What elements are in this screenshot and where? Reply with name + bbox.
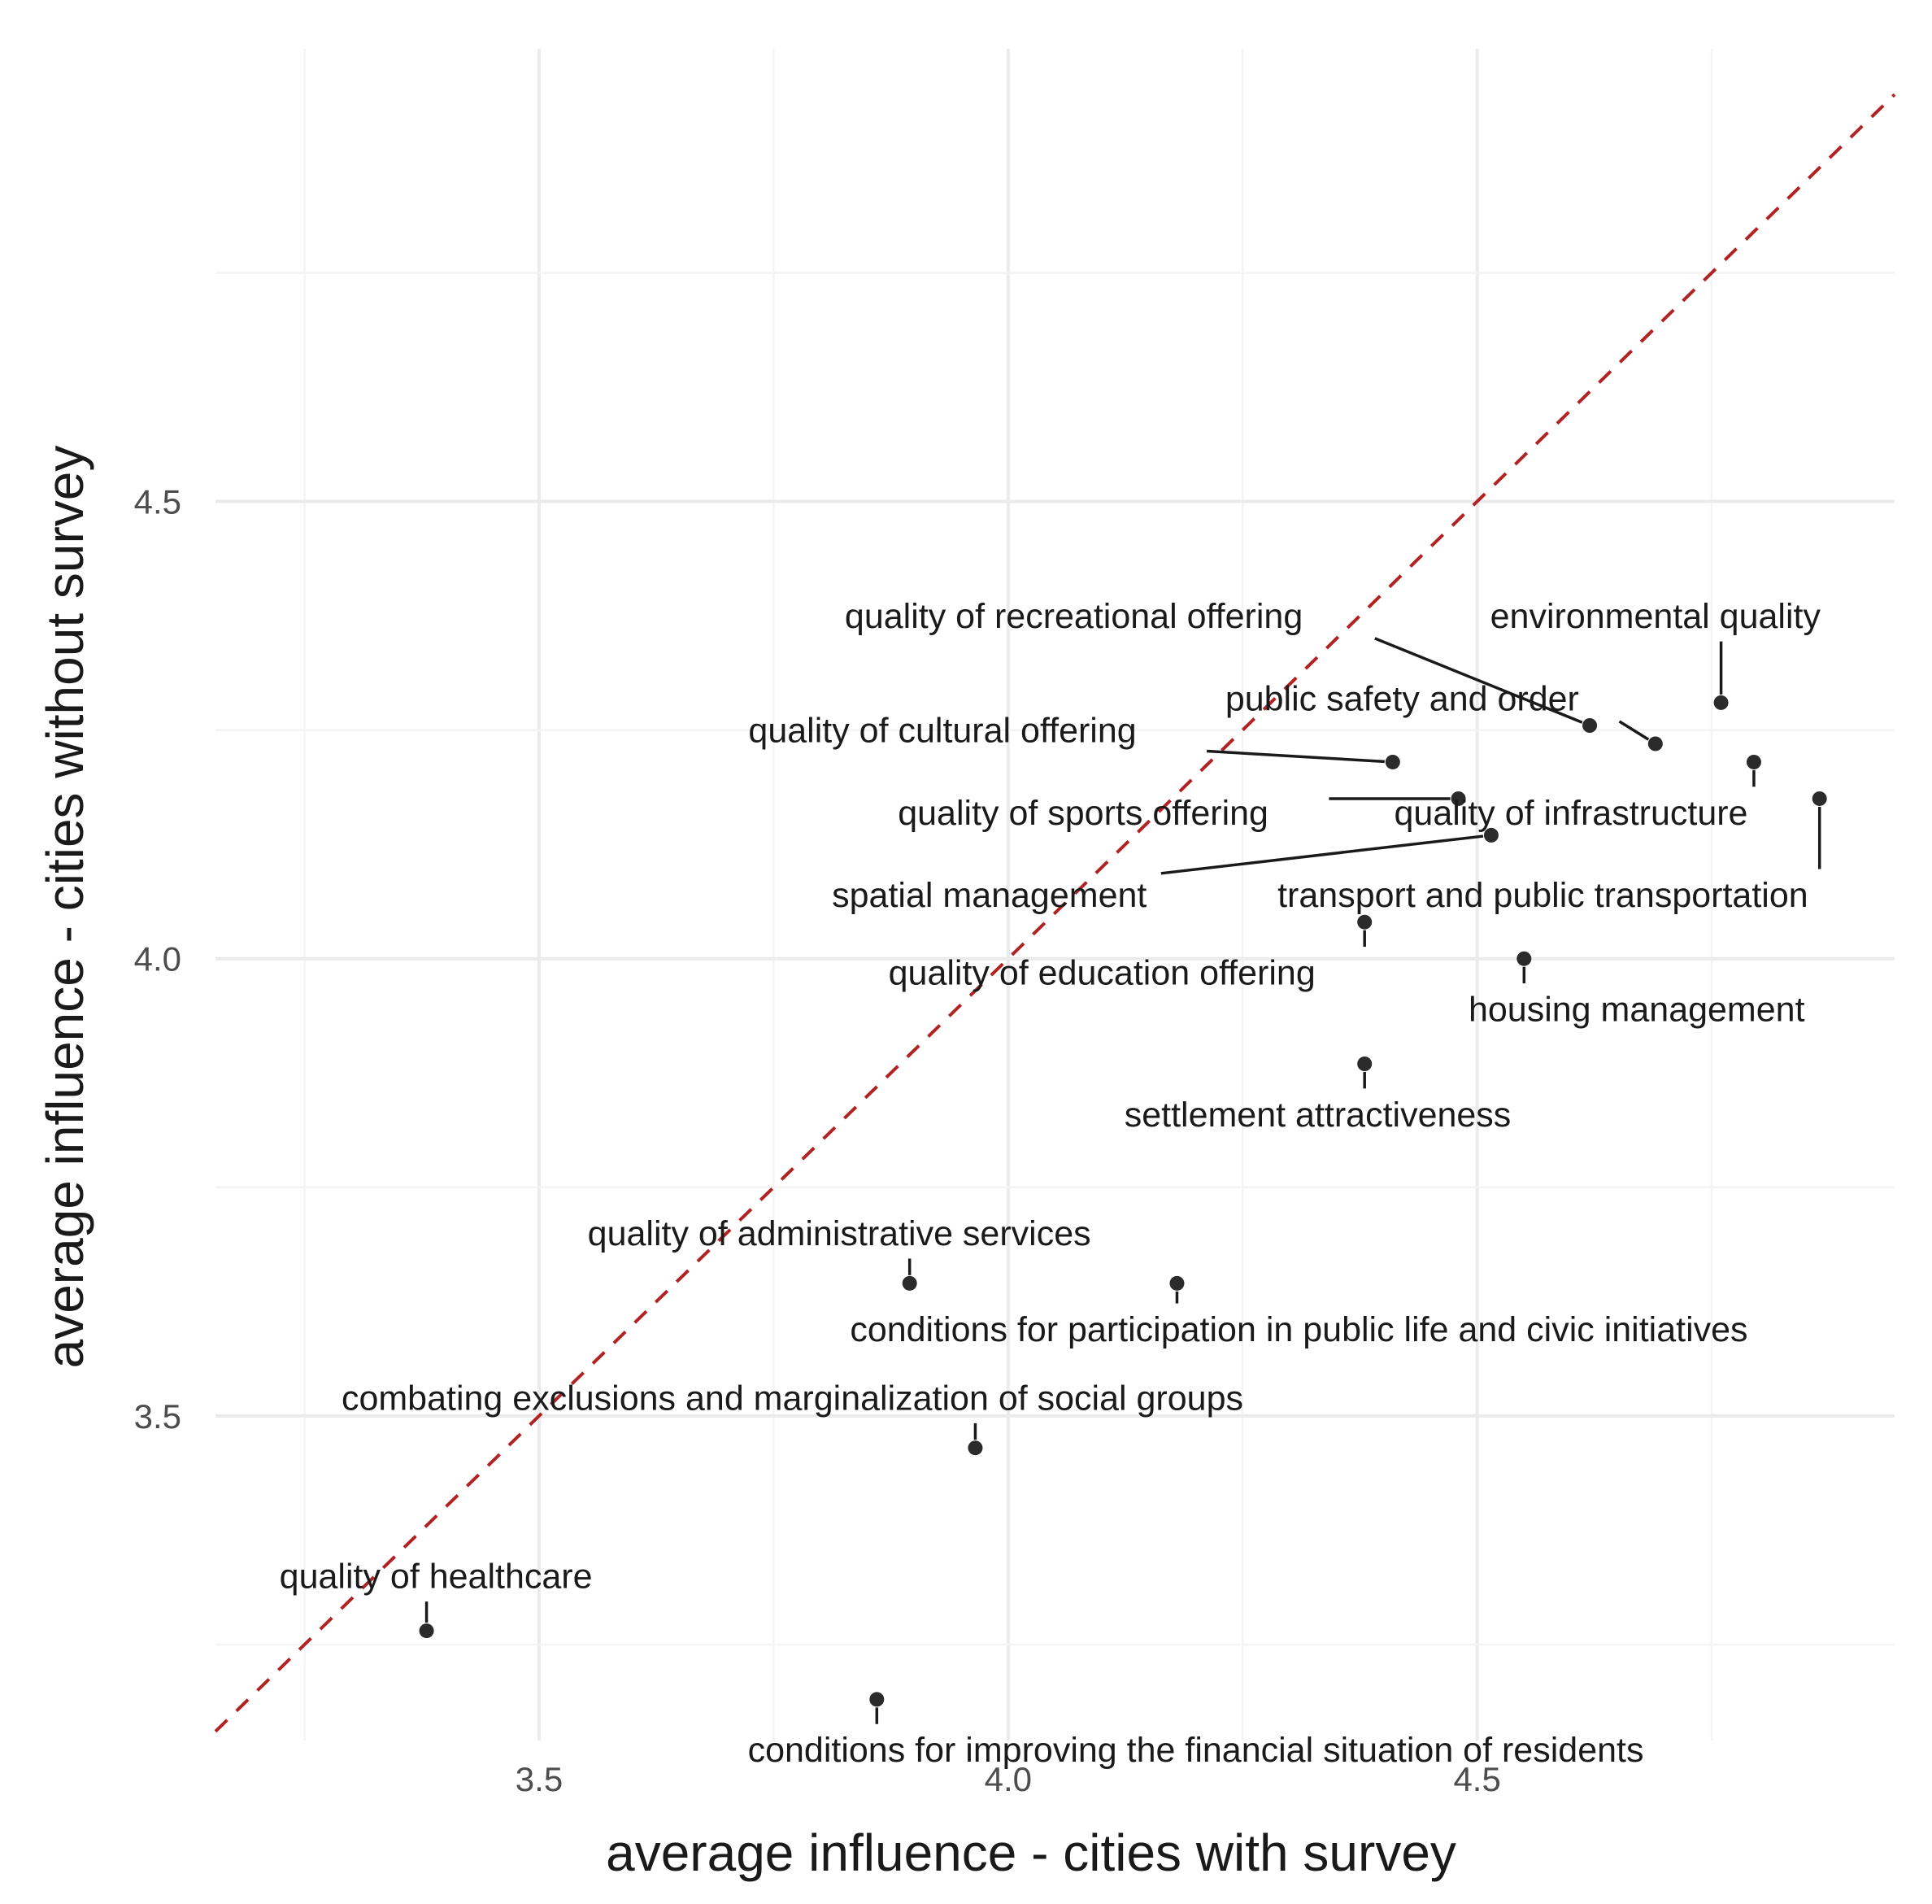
y-tick-label: 4.5 — [134, 483, 181, 521]
x-axis-title: average influence - cities with survey — [606, 1823, 1456, 1882]
data-point — [1451, 791, 1466, 806]
data-point — [1483, 827, 1499, 843]
point-label: quality of sports offering — [898, 794, 1268, 833]
point-label: transport and public transportation — [1277, 876, 1808, 915]
point-label: combating exclusions and marginalization… — [342, 1379, 1243, 1418]
data-point — [1169, 1275, 1185, 1291]
leader-line — [1160, 834, 1484, 875]
data-points — [419, 695, 1827, 1707]
point-label: quality of infrastructure — [1395, 794, 1748, 833]
data-point — [1357, 1057, 1373, 1071]
point-label: public safety and order — [1225, 679, 1579, 718]
point-label: housing management — [1469, 991, 1805, 1030]
point-label: quality of healthcare — [280, 1558, 593, 1597]
data-point — [1516, 951, 1532, 966]
x-tick-label: 4.5 — [1453, 1760, 1500, 1798]
point-label: conditions for improving the financial s… — [748, 1731, 1644, 1770]
leader-line — [1207, 749, 1385, 764]
data-point — [902, 1275, 917, 1291]
data-point — [419, 1623, 434, 1639]
point-label: quality of recreational offering — [845, 597, 1303, 636]
data-point — [1385, 754, 1400, 769]
point-label: quality of cultural offering — [748, 712, 1136, 751]
data-point — [1582, 718, 1598, 733]
data-point — [1647, 736, 1663, 752]
point-label: quality of administrative services — [588, 1214, 1091, 1253]
y-axis-title: average influence - cities without surve… — [36, 446, 94, 1369]
point-label: conditions for participation in public l… — [850, 1310, 1747, 1349]
leader-lines — [424, 637, 1821, 1724]
data-point — [1746, 754, 1761, 769]
x-axis-ticks: 3.5 4.0 4.5 — [516, 1760, 1501, 1798]
point-label: environmental quality — [1490, 597, 1821, 636]
point-label: settlement attractiveness — [1125, 1096, 1512, 1135]
point-labels: quality of recreational offering environm… — [280, 597, 1821, 1770]
x-tick-label: 3.5 — [516, 1760, 563, 1798]
data-point — [869, 1692, 885, 1707]
grid — [215, 49, 1895, 1741]
data-point — [968, 1440, 983, 1456]
y-tick-label: 4.0 — [134, 940, 181, 978]
y-axis-ticks: 3.5 4.0 4.5 — [134, 483, 181, 1436]
x-tick-label: 4.0 — [985, 1760, 1032, 1798]
leader-line — [1374, 637, 1583, 724]
leader-line — [1618, 720, 1650, 741]
y-tick-label: 3.5 — [134, 1397, 181, 1436]
data-point — [1812, 791, 1827, 806]
identity-reference-line — [214, 93, 1896, 1733]
data-point — [1713, 695, 1729, 710]
data-point — [1357, 914, 1373, 930]
point-label: quality of education offering — [889, 954, 1316, 993]
point-label: spatial management — [832, 876, 1147, 915]
